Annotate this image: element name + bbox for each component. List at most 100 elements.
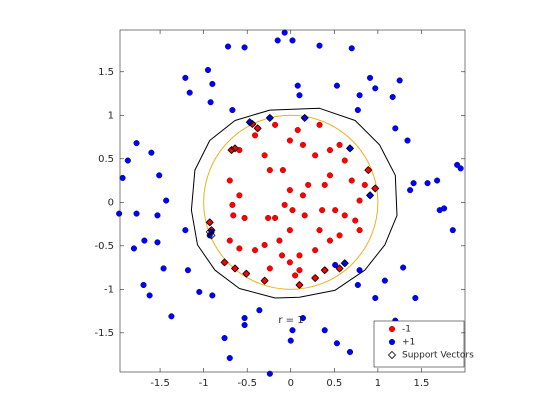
x-tick-label: 1.5 — [413, 378, 429, 389]
reference-circle — [203, 114, 379, 290]
point — [182, 227, 189, 234]
point — [441, 205, 448, 212]
point — [312, 274, 319, 282]
point — [449, 227, 456, 234]
point — [160, 265, 167, 272]
point — [265, 214, 272, 222]
point — [381, 277, 388, 284]
point — [333, 82, 340, 89]
point — [286, 259, 293, 266]
point — [133, 140, 140, 147]
support-vector — [365, 191, 375, 200]
point — [301, 114, 308, 121]
point — [224, 43, 232, 50]
point — [294, 127, 301, 134]
point — [336, 141, 343, 148]
annotation: r = 1 — [278, 315, 303, 326]
point — [236, 245, 243, 252]
legend-label: Support Vectors — [402, 351, 474, 361]
point — [289, 207, 296, 214]
point — [241, 44, 248, 51]
x-tick-label: 1 — [375, 378, 381, 389]
point — [316, 227, 323, 234]
point — [266, 265, 273, 272]
point — [326, 172, 334, 179]
point — [365, 167, 372, 174]
point — [434, 177, 441, 184]
point — [326, 147, 334, 154]
support-vector — [340, 259, 349, 268]
point — [296, 252, 303, 259]
point — [261, 241, 268, 248]
support-vector — [205, 227, 214, 236]
point — [366, 192, 374, 199]
point — [266, 167, 273, 174]
x-tick-label: -0.5 — [237, 378, 257, 389]
point — [119, 174, 126, 181]
point — [292, 272, 299, 279]
point — [321, 267, 328, 274]
y-tick-label: 0.5 — [98, 154, 114, 165]
point — [372, 185, 379, 192]
legend: -1 +1 Support Vectors — [373, 320, 474, 368]
support-vector — [248, 119, 257, 129]
x-tick-label: -1.5 — [150, 378, 170, 389]
point — [168, 313, 175, 320]
support-vector — [242, 269, 251, 278]
point — [348, 45, 355, 52]
point — [299, 141, 307, 148]
point — [410, 180, 417, 187]
point — [289, 37, 296, 44]
point — [341, 212, 348, 219]
point — [184, 267, 192, 274]
point — [226, 355, 233, 362]
point — [312, 247, 319, 254]
support-vector — [371, 184, 380, 193]
y-tick-label: -0.5 — [94, 241, 114, 252]
x-tick-label: 0.5 — [326, 378, 342, 389]
point — [356, 227, 363, 234]
point — [241, 314, 248, 322]
point — [372, 294, 379, 302]
point — [352, 217, 359, 224]
point — [286, 227, 293, 234]
point — [356, 92, 363, 99]
point — [261, 277, 268, 284]
legend-marker — [388, 338, 396, 346]
point — [333, 340, 340, 347]
point — [361, 181, 368, 188]
support-vector — [295, 280, 304, 290]
point — [321, 327, 328, 334]
point — [146, 292, 153, 299]
point — [236, 192, 243, 199]
point — [154, 239, 161, 246]
point — [356, 197, 363, 204]
point — [354, 281, 361, 289]
point — [209, 80, 216, 88]
point — [301, 212, 308, 219]
point — [305, 181, 312, 188]
point — [294, 82, 301, 89]
point — [206, 219, 213, 226]
legend-label: +1 — [402, 338, 415, 348]
point — [141, 237, 148, 244]
y-tick-label: 1 — [108, 110, 114, 121]
point — [348, 177, 355, 184]
legend-marker — [387, 350, 397, 360]
support-vector — [320, 266, 329, 275]
point — [156, 172, 163, 179]
point — [404, 137, 411, 144]
point — [243, 270, 250, 277]
point — [148, 149, 155, 156]
point — [272, 121, 279, 128]
point — [116, 210, 123, 217]
point — [231, 145, 239, 152]
support-vector — [220, 258, 229, 267]
x-tick-label: -1 — [199, 378, 209, 389]
point — [124, 157, 131, 164]
point — [254, 125, 261, 132]
support-vector — [245, 118, 254, 127]
point — [230, 212, 237, 219]
support-vector — [260, 276, 269, 285]
